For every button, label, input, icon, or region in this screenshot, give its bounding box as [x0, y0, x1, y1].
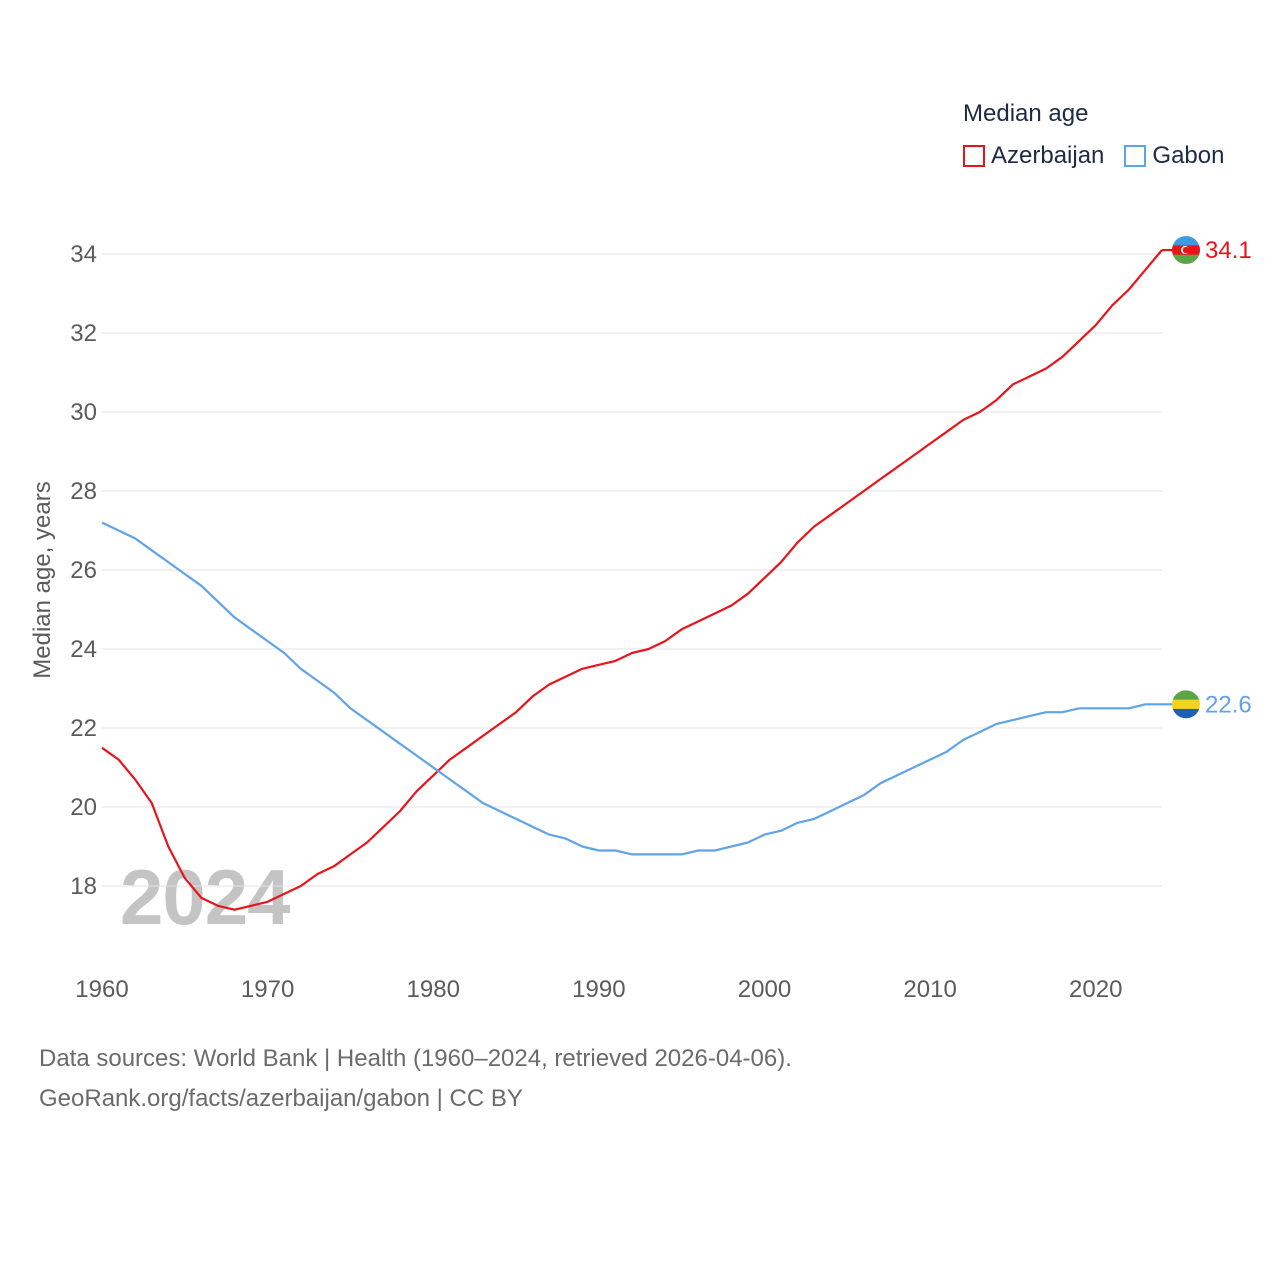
legend-swatch-azerbaijan	[963, 145, 985, 167]
x-tick-label: 2010	[903, 976, 956, 1003]
end-value-label-gabon: 22.6	[1205, 691, 1252, 718]
x-tick-label: 1990	[572, 976, 625, 1003]
series-end-markers: 34.1 22.6	[1162, 236, 1252, 719]
legend-label-azerbaijan: Azerbaijan	[991, 142, 1105, 169]
x-tick-label: 1980	[407, 976, 460, 1003]
y-tick-label: 34	[70, 241, 97, 268]
legend-item-azerbaijan[interactable]: Azerbaijan	[963, 142, 1104, 170]
legend: Azerbaijan Gabon	[963, 142, 1244, 170]
y-tick-label: 30	[70, 399, 97, 426]
grid-lines	[102, 253, 1162, 887]
footer-credit[interactable]: GeoRank.org/facts/azerbaijan/gabon | CC …	[39, 1085, 523, 1112]
y-axis-ticks: 18 20 22 24 26 28 30 32 34	[70, 241, 97, 900]
x-tick-label: 2000	[738, 976, 791, 1003]
year-watermark: 2024	[120, 853, 291, 941]
series-line-azerbaijan[interactable]	[101, 249, 1163, 911]
legend-label-gabon: Gabon	[1152, 142, 1225, 169]
y-tick-label: 22	[70, 715, 97, 742]
legend-swatch-gabon	[1124, 145, 1147, 167]
azerbaijan-flag-icon	[1172, 236, 1200, 265]
gabon-flag-icon	[1172, 690, 1200, 719]
y-tick-label: 32	[70, 320, 97, 347]
end-value-label-azerbaijan: 34.1	[1205, 237, 1252, 264]
legend-item-gabon[interactable]: Gabon	[1124, 142, 1224, 170]
x-tick-label: 1960	[75, 976, 128, 1003]
legend-title: Median age	[963, 100, 1089, 127]
y-tick-label: 20	[70, 794, 97, 821]
y-tick-label: 18	[70, 873, 97, 900]
y-tick-label: 28	[70, 478, 97, 505]
y-tick-label: 24	[70, 636, 97, 663]
y-tick-label: 26	[70, 557, 97, 584]
x-tick-label: 1970	[241, 976, 294, 1003]
footer-sources: Data sources: World Bank | Health (1960–…	[39, 1045, 792, 1072]
series-lines	[101, 249, 1163, 911]
series-line-gabon[interactable]	[101, 521, 1162, 856]
x-axis-ticks: 1960 1970 1980 1990 2000 2010 2020	[75, 976, 1122, 1003]
x-tick-label: 2020	[1069, 976, 1122, 1003]
y-axis-label: Median age, years	[29, 481, 56, 678]
